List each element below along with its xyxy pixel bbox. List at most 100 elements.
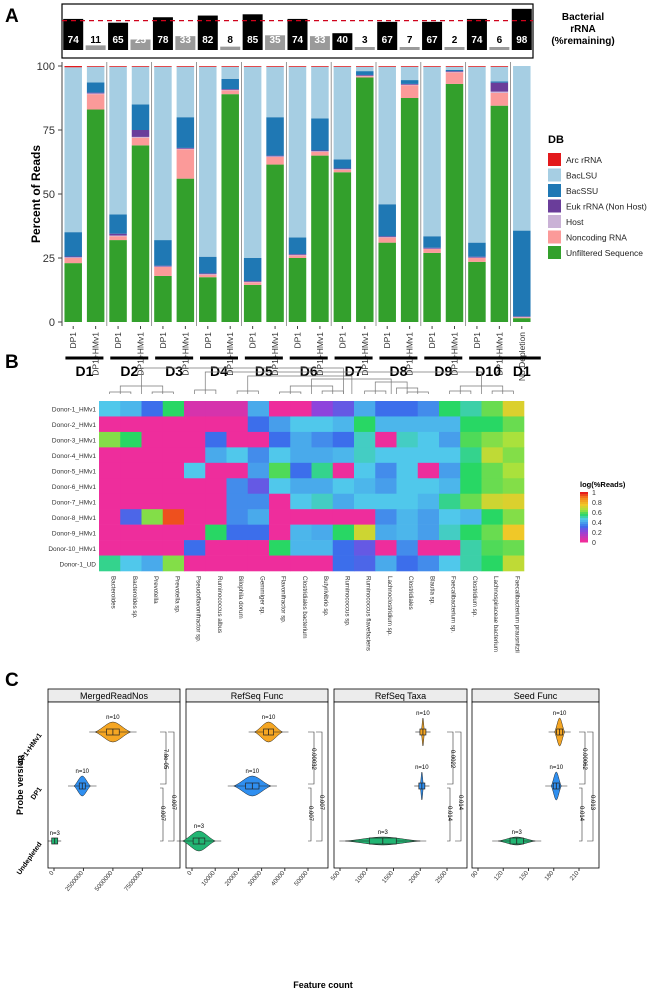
rrna-strip-value: 6 bbox=[497, 35, 503, 46]
group-label: D5 bbox=[255, 363, 273, 379]
bar-segment-noncoding-rna bbox=[176, 149, 195, 179]
heatmap-legend-color bbox=[580, 520, 588, 523]
bar-segment-baclsu bbox=[513, 66, 531, 231]
y-axis-title: Percent of Reads bbox=[29, 145, 43, 243]
heatmap-column-label: Flavonifractor sp. bbox=[280, 576, 287, 624]
sig-bracket bbox=[587, 731, 594, 842]
heatmap-cell bbox=[311, 509, 334, 525]
heatmap-cell bbox=[396, 447, 419, 464]
bar-segment-unfiltered-sequence bbox=[131, 145, 150, 322]
heatmap-cell bbox=[481, 493, 504, 510]
rrna-strip-bar bbox=[287, 18, 308, 50]
rrna-strip-bar bbox=[63, 18, 84, 50]
bar-segment-baclsu bbox=[333, 66, 352, 160]
heatmap-cell bbox=[120, 540, 142, 556]
heatmap-cell bbox=[120, 478, 142, 495]
heatmap-cell bbox=[354, 524, 376, 541]
n-label-undepleted: n=3 bbox=[512, 830, 523, 836]
rrna-strip-value: 67 bbox=[427, 35, 439, 46]
heatmap-cell bbox=[247, 401, 270, 417]
heatmap-legend-color bbox=[580, 506, 588, 509]
heatmap-cell bbox=[417, 555, 440, 572]
heatmap-cell bbox=[460, 431, 482, 448]
heatmap-cell bbox=[502, 524, 525, 541]
heatmap-legend-tick: 0 bbox=[592, 540, 596, 547]
heatmap-cell bbox=[332, 431, 355, 448]
heatmap-cell bbox=[417, 478, 440, 495]
heatmap-cell bbox=[481, 431, 504, 448]
heatmap-cell bbox=[460, 416, 482, 433]
y-tick-label: 25 bbox=[43, 253, 55, 265]
heatmap-cell bbox=[120, 555, 142, 572]
bar-segment-noncoding-rna bbox=[154, 266, 172, 276]
heatmap-cell bbox=[226, 555, 249, 572]
c-x-tick-label: 150 bbox=[518, 869, 530, 882]
bar-segment-euk-rrna-non-host- bbox=[64, 256, 82, 258]
heatmap-cell bbox=[502, 478, 525, 495]
bar-segment-arc-rrna bbox=[423, 66, 441, 67]
bar-segment-host bbox=[109, 235, 127, 237]
heatmap-cell bbox=[247, 509, 270, 525]
heatmap-cell bbox=[417, 401, 440, 417]
heatmap-cell bbox=[439, 493, 461, 510]
x-tick-label: DP1 bbox=[337, 332, 347, 349]
rrna-strip-value: 40 bbox=[337, 35, 349, 46]
bar-segment-arc-rrna bbox=[445, 66, 464, 67]
heatmap-row-label: Donor-3_HMv1 bbox=[52, 438, 96, 445]
bar-segment-bacssu bbox=[221, 78, 239, 90]
bar-segment-baclsu bbox=[109, 66, 127, 215]
heatmap-cell bbox=[354, 462, 376, 479]
heatmap-cell bbox=[141, 431, 164, 448]
heatmap-cell bbox=[205, 447, 227, 464]
legend-label: BacLSU bbox=[566, 171, 597, 181]
heatmap-cell bbox=[439, 462, 461, 479]
rrna-strip-value: 74 bbox=[292, 35, 304, 46]
bar-segment-bacssu bbox=[378, 204, 396, 237]
sig-bracket bbox=[308, 731, 315, 785]
group-label: D9 bbox=[434, 363, 452, 379]
bar-segment-unfiltered-sequence bbox=[423, 252, 441, 322]
bar-segment-noncoding-rna bbox=[221, 90, 239, 95]
heatmap-cell bbox=[481, 416, 504, 433]
panel-c-violin-plots: Probe version Feature count DP1+HMv1 DP1 Und… bbox=[15, 688, 600, 990]
heatmap-cell bbox=[141, 478, 164, 495]
bar-segment-euk-rrna-non-host- bbox=[86, 92, 105, 94]
heatmap-cell bbox=[290, 462, 312, 479]
x-tick-label: DP1+HMv1 bbox=[315, 332, 325, 376]
heatmap-row-label: Donor-6_HMv1 bbox=[52, 484, 96, 491]
c-x-tick-label: 30000 bbox=[247, 869, 264, 887]
bar-segment-euk-rrna-non-host- bbox=[468, 256, 486, 258]
heatmap-cell bbox=[332, 447, 355, 464]
heatmap-cell bbox=[290, 540, 312, 556]
bar-segment-bacssu bbox=[311, 118, 329, 151]
bar-segment-noncoding-rna bbox=[468, 258, 486, 262]
bar-segment-unfiltered-sequence bbox=[64, 263, 82, 322]
heatmap-cell bbox=[226, 431, 249, 448]
heatmap-cell bbox=[99, 462, 121, 479]
bar-segment-baclsu bbox=[288, 66, 307, 238]
heatmap-cell bbox=[120, 462, 142, 479]
heatmap-cell bbox=[417, 524, 440, 541]
heatmap-cell bbox=[354, 447, 376, 464]
heatmap-cell bbox=[375, 401, 397, 417]
heatmap-row-label: Donor-5_HMv1 bbox=[52, 469, 96, 476]
heatmap-cell bbox=[481, 478, 504, 495]
bar-segment-baclsu bbox=[199, 66, 217, 257]
n-label-undepleted: n=3 bbox=[194, 824, 205, 830]
bar-segment-baclsu bbox=[423, 66, 441, 237]
bar-segment-host bbox=[86, 93, 105, 95]
bar-segment-noncoding-rna bbox=[266, 156, 284, 165]
rrna-strip-value: 3 bbox=[362, 35, 368, 46]
bar-segment-bacssu bbox=[86, 82, 105, 93]
heatmap-cell bbox=[311, 478, 334, 495]
heatmap-legend-color bbox=[580, 534, 588, 537]
bar-segment-baclsu bbox=[311, 66, 329, 119]
dendrogram-branch bbox=[141, 367, 344, 394]
heatmap-cell bbox=[332, 416, 355, 433]
heatmap-cell bbox=[460, 540, 482, 556]
bar-segment-host bbox=[378, 237, 396, 238]
heatmap-legend-tick: 1 bbox=[592, 490, 596, 497]
heatmap-cell bbox=[162, 462, 185, 479]
bar-segment-noncoding-rna bbox=[445, 72, 464, 84]
bar-segment-baclsu bbox=[154, 66, 172, 241]
